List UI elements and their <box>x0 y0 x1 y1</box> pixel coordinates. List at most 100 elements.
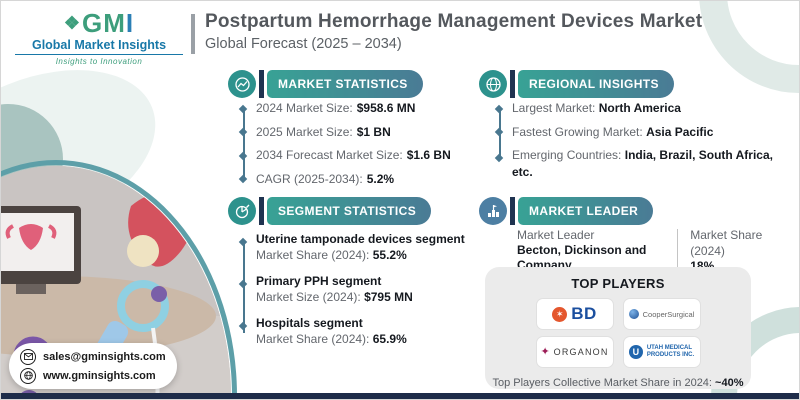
list-item: 2025 Market Size: $1 BN <box>238 121 471 145</box>
market-statistics-banner: MARKET STATISTICS <box>228 70 423 98</box>
page-subtitle: Global Forecast (2025 – 2034) <box>205 36 402 52</box>
contact-website-text[interactable]: www.gminsights.com <box>43 369 156 382</box>
region-label: Largest Market: <box>512 101 596 115</box>
region-label: Emerging Countries: <box>512 148 622 162</box>
diamond-bullet-icon <box>238 321 248 331</box>
stat-label: 2024 Market Size: <box>256 101 353 115</box>
segment-label: Market Share (2024): <box>256 248 370 262</box>
segment-value: $795 MN <box>364 290 413 304</box>
organon-logo-text: ORGANON <box>553 347 609 357</box>
footer-label: Top Players Collective Market Share in 2… <box>492 377 712 389</box>
diamond-bullet-icon <box>238 175 248 184</box>
diamond-bullet-icon <box>494 104 504 113</box>
diamond-bullet-icon <box>238 237 248 247</box>
organon-star-icon: ✦ <box>540 345 550 358</box>
region-value: Asia Pacific <box>646 124 714 139</box>
footer-value: ~40% <box>715 377 744 389</box>
player-logo-coopersurgical: CooperSurgical <box>622 298 701 330</box>
segment-title: Primary PPH segment <box>256 274 382 288</box>
region-value: North America <box>598 101 681 115</box>
globe-icon <box>479 70 507 98</box>
region-label: Fastest Growing Market: <box>512 124 643 139</box>
page-title: Postpartum Hemorrhage Management Devices… <box>205 11 703 32</box>
regional-insights-list: Largest Market: North America Fastest Gr… <box>494 97 793 181</box>
pie-chart-magnifier-icon <box>228 197 256 225</box>
segment-title: Hospitals segment <box>256 316 363 330</box>
segment-label: Market Share (2024): <box>256 332 370 346</box>
gmi-logo: ❖GMI Global Market Insights Insights to … <box>15 9 183 66</box>
title-divider-bar <box>191 14 195 54</box>
bd-burst-icon: ✶ <box>552 306 568 322</box>
utah-medical-u-icon: U <box>628 345 643 359</box>
leader-podium-icon <box>479 197 507 225</box>
contact-website-row[interactable]: www.gminsights.com <box>20 367 177 384</box>
email-icon <box>20 348 36 365</box>
logo-letters-gm: GM <box>82 8 126 38</box>
stat-label: 2034 Forecast Market Size: <box>256 148 403 162</box>
player-logo-organon: ✦ ORGANON <box>535 336 614 368</box>
segment-value: 65.9% <box>372 332 407 346</box>
gmi-logo-wordmark: ❖GMI <box>15 9 183 37</box>
stat-label: CAGR (2025-2034): <box>256 171 363 186</box>
segment-label: Market Size (2024): <box>256 290 361 304</box>
list-item: Hospitals segment Market Share (2024): 6… <box>238 315 476 348</box>
top-players-grid: ✶ BD CooperSurgical ✦ ORGANON U UTAH MED… <box>485 298 751 368</box>
market-leader-share-col: Market Share (2024) 18% <box>690 227 799 274</box>
stat-value: 5.2% <box>366 171 395 186</box>
logo-letter-i: I <box>125 8 135 38</box>
segment-statistics-heading: SEGMENT STATISTICS <box>267 197 432 225</box>
diamond-bullet-icon <box>238 279 248 289</box>
regional-insights-heading: REGIONAL INSIGHTS <box>518 70 674 98</box>
contact-email-row[interactable]: sales@gminsights.com <box>20 348 177 365</box>
diamond-bullet-icon <box>238 104 248 113</box>
regional-insights-banner: REGIONAL INSIGHTS <box>479 70 674 98</box>
top-players-card: TOP PLAYERS ✶ BD CooperSurgical ✦ ORGANO… <box>485 267 751 389</box>
player-logo-bd: ✶ BD <box>535 298 614 330</box>
list-item: Primary PPH segment Market Size (2024): … <box>238 273 476 306</box>
coopersurgical-logo-text: CooperSurgical <box>642 309 695 319</box>
top-players-footer: Top Players Collective Market Share in 2… <box>485 377 751 389</box>
diamond-bullet-icon <box>494 128 504 137</box>
utah-medical-line1: UTAH MEDICAL <box>646 345 693 351</box>
leader-divider <box>677 229 679 272</box>
contact-email-text[interactable]: sales@gminsights.com <box>43 350 166 363</box>
banner-accent-bar <box>259 70 264 98</box>
segment-statistics-banner: SEGMENT STATISTICS <box>228 197 432 225</box>
bullet-connector-line <box>243 108 245 181</box>
list-item: CAGR (2025-2034): 5.2% <box>238 168 471 192</box>
top-right-ring-decoration <box>699 1 799 93</box>
coopersurgical-sphere-icon <box>628 309 639 319</box>
gmi-diamond-icon: ❖ <box>63 13 81 33</box>
utah-medical-logo-text: UTAH MEDICAL PRODUCTS INC. <box>647 345 694 359</box>
website-globe-icon <box>20 367 36 384</box>
stat-label: 2025 Market Size: <box>256 124 353 139</box>
region-value: India, Brazil, South Africa, etc. <box>512 148 773 179</box>
stat-value: $1 BN <box>356 124 391 139</box>
banner-accent-bar <box>259 197 264 225</box>
diamond-bullet-icon <box>238 151 248 160</box>
leader-label: Market Leader <box>517 228 595 242</box>
bd-logo-text: BD <box>571 304 597 323</box>
segment-statistics-list: Uterine tamponade devices segment Market… <box>238 231 476 357</box>
logo-company-name: Global Market Insights <box>15 38 183 55</box>
stat-value: $958.6 MN <box>356 101 416 115</box>
market-statistics-list: 2024 Market Size: $958.6 MN 2025 Market S… <box>238 97 471 192</box>
bottom-accent-bar <box>1 393 799 399</box>
contact-panel: sales@gminsights.com www.gminsights.com <box>9 343 177 389</box>
stat-value: $1.6 BN <box>406 148 451 162</box>
list-item: Largest Market: North America <box>494 97 793 121</box>
segment-title: Uterine tamponade devices segment <box>256 232 465 246</box>
player-logo-utah-medical: U UTAH MEDICAL PRODUCTS INC. <box>622 336 701 368</box>
logo-tagline: Insights to Innovation <box>55 57 143 66</box>
list-item: Emerging Countries: India, Brazil, South… <box>494 144 793 181</box>
diamond-bullet-icon <box>238 128 248 137</box>
list-item: 2024 Market Size: $958.6 MN <box>238 97 471 121</box>
top-players-heading: TOP PLAYERS <box>571 276 665 291</box>
market-leader-heading: MARKET LEADER <box>518 197 654 225</box>
list-item: Fastest Growing Market: Asia Pacific <box>494 121 793 145</box>
banner-accent-bar <box>510 197 515 225</box>
market-statistics-heading: MARKET STATISTICS <box>267 70 423 98</box>
segment-value: 55.2% <box>372 248 407 262</box>
market-leader-banner: MARKET LEADER <box>479 197 654 225</box>
